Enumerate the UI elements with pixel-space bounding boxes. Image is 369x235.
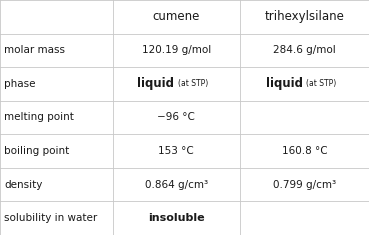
Text: liquid: liquid [137,77,174,90]
Text: solubility in water: solubility in water [4,213,98,223]
Text: phase: phase [4,79,36,89]
Text: density: density [4,180,43,190]
Text: (at STP): (at STP) [306,79,337,88]
Text: cumene: cumene [152,10,200,23]
Text: 284.6 g/mol: 284.6 g/mol [273,45,336,55]
Text: 160.8 °C: 160.8 °C [282,146,327,156]
Text: 120.19 g/mol: 120.19 g/mol [142,45,211,55]
Text: melting point: melting point [4,113,74,122]
Text: −96 °C: −96 °C [157,113,195,122]
Text: molar mass: molar mass [4,45,65,55]
Text: (at STP): (at STP) [178,79,208,88]
Text: 0.799 g/cm³: 0.799 g/cm³ [273,180,336,190]
Text: 0.864 g/cm³: 0.864 g/cm³ [145,180,208,190]
Text: liquid: liquid [266,77,303,90]
Text: trihexylsilane: trihexylsilane [265,10,344,23]
Text: insoluble: insoluble [148,213,204,223]
Text: boiling point: boiling point [4,146,70,156]
Text: 153 °C: 153 °C [158,146,194,156]
